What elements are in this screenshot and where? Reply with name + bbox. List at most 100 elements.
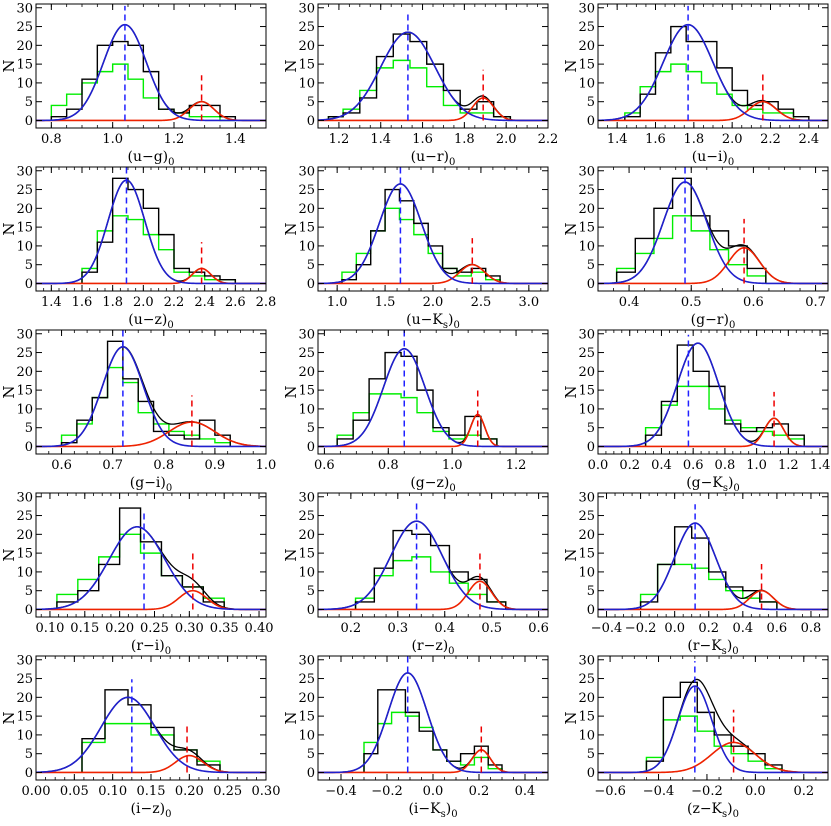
y-tick-label: 15 (16, 58, 33, 73)
red-component-curve (318, 749, 548, 774)
y-tick-label: 0 (307, 603, 315, 618)
x-tick-label: 2.8 (256, 295, 277, 310)
plot-frame (35, 166, 267, 292)
x-tick-label: 1.6 (645, 132, 666, 147)
y-tick-label: 5 (587, 747, 595, 762)
y-tick-label: 0 (307, 114, 315, 129)
y-axis-label: N (0, 711, 18, 724)
sum-fit-curve (36, 345, 266, 448)
observed-histogram (639, 526, 778, 610)
y-tick-label: 5 (307, 747, 315, 762)
observed-histogram (624, 25, 810, 121)
x-tick-label: 0.20 (175, 784, 204, 799)
x-tick-label: 1.6 (412, 132, 433, 147)
y-tick-label: 30 (298, 1, 315, 16)
y-tick-label: 30 (578, 164, 595, 179)
x-tick-label: 0.7 (805, 295, 826, 310)
y-tick-label: 15 (16, 384, 33, 399)
red-component-curve (36, 421, 266, 448)
blue-component-curve (36, 696, 266, 774)
y-tick-label: 15 (578, 221, 595, 236)
y-axis-label: N (562, 385, 580, 398)
histogram-panel: 0.6 0.8 1.0 1.2 0 5 10 15 20 25 30 N (g−z)0 (282, 327, 549, 494)
y-tick-label: 30 (578, 1, 595, 16)
x-tick-label: 1.5 (375, 295, 396, 310)
x-tick-label: 0.25 (140, 621, 169, 636)
y-tick-label: 20 (298, 691, 315, 706)
x-tick-label: 0.10 (98, 784, 127, 799)
plot-area (598, 334, 828, 448)
x-tick-label: 0.05 (60, 784, 89, 799)
x-tick-label: 0.3 (387, 621, 408, 636)
y-axis-label: N (562, 548, 580, 561)
x-tick-label: 2.2 (164, 295, 185, 310)
plot-frame (597, 655, 829, 781)
y-tick-label: 20 (16, 691, 33, 706)
observed-histogram (645, 681, 783, 773)
x-tick-label: 0.0 (745, 784, 766, 799)
y-tick-label: 5 (307, 421, 315, 436)
x-tick-label: 1.2 (164, 132, 185, 147)
x-tick-label: 0.8 (153, 458, 174, 473)
y-tick-label: 10 (16, 239, 33, 254)
x-tick-label: 0.2 (341, 621, 362, 636)
y-tick-label: 20 (298, 528, 315, 543)
x-tick-label: 2.4 (798, 132, 819, 147)
histogram-panel: 1.4 1.6 1.8 2.0 2.2 2.4 0 5 10 15 20 25 30 N (u−i)0 (562, 1, 829, 168)
sum-fit-curve (36, 526, 266, 611)
x-tick-label: 0.2 (469, 784, 490, 799)
x-tick-label: 2.6 (225, 295, 246, 310)
y-tick-label: 0 (587, 766, 595, 781)
observed-histogram (56, 507, 225, 610)
x-tick-label: 1.4 (225, 132, 246, 147)
x-tick-label: 0.4 (434, 621, 455, 636)
red-component-curve (318, 263, 548, 285)
plot-frame (597, 329, 829, 455)
x-tick-label: 0.0 (423, 784, 444, 799)
y-axis-label: N (562, 711, 580, 724)
blue-component-curve (36, 346, 266, 448)
y-tick-label: 30 (16, 327, 33, 342)
x-tick-label: 1.0 (102, 132, 123, 147)
y-axis-label: N (282, 548, 300, 561)
histogram-panel: −0.4 −0.2 0.0 0.2 0.4 0 5 10 15 20 25 30 N (i−Ks)0 (282, 653, 549, 820)
y-tick-label: 15 (578, 710, 595, 725)
x-tick-label: 2.0 (722, 132, 743, 147)
observed-histogram (615, 177, 767, 284)
x-axis-label: (u−Ks)0 (406, 312, 460, 331)
histogram-panel: 1.2 1.4 1.6 1.8 2.0 2.2 0 5 10 15 20 25 30 N (u−r)0 (282, 1, 558, 168)
y-tick-label: 20 (16, 528, 33, 543)
histogram-panel: 0.4 0.5 0.6 0.7 0 5 10 15 20 25 30 N (g−r)0 (562, 164, 829, 331)
y-tick-label: 10 (298, 402, 315, 417)
plot-frame (317, 329, 549, 455)
y-tick-label: 30 (16, 1, 33, 16)
x-axis-label: (u−z)0 (128, 312, 173, 331)
x-axis-label: (r−i)0 (131, 638, 171, 657)
y-tick-label: 25 (298, 183, 315, 198)
y-tick-label: 25 (16, 346, 33, 361)
comparison-histogram (50, 63, 236, 122)
x-tick-label: 0.10 (35, 621, 64, 636)
y-axis-label: N (562, 59, 580, 72)
blue-component-curve (318, 672, 548, 774)
comparison-histogram (60, 366, 231, 447)
y-tick-label: 10 (298, 565, 315, 580)
x-tick-label: −0.4 (325, 784, 357, 799)
red-component-curve (36, 267, 266, 285)
y-tick-label: 30 (16, 653, 33, 668)
plot-frame (317, 492, 549, 618)
histogram-panel: 0.2 0.3 0.4 0.5 0.6 0 5 10 15 20 25 30 N (r−z)0 (282, 490, 549, 657)
y-tick-label: 15 (578, 384, 595, 399)
y-tick-label: 10 (298, 239, 315, 254)
histogram-panel: −0.4 −0.2 0.0 0.2 0.4 0.6 0.8 0 5 10 15 20 25 30 N (r−K… (562, 490, 829, 657)
x-tick-label: 0.8 (378, 458, 399, 473)
y-tick-label: 10 (16, 565, 33, 580)
blue-component-curve (598, 23, 828, 122)
x-tick-label: 0.15 (137, 784, 166, 799)
x-tick-label: 1.8 (454, 132, 475, 147)
x-tick-label: 0.5 (681, 295, 702, 310)
comparison-histogram (336, 393, 498, 447)
plot-area (318, 167, 548, 285)
blue-component-curve (318, 31, 548, 122)
y-tick-label: 15 (298, 58, 315, 73)
